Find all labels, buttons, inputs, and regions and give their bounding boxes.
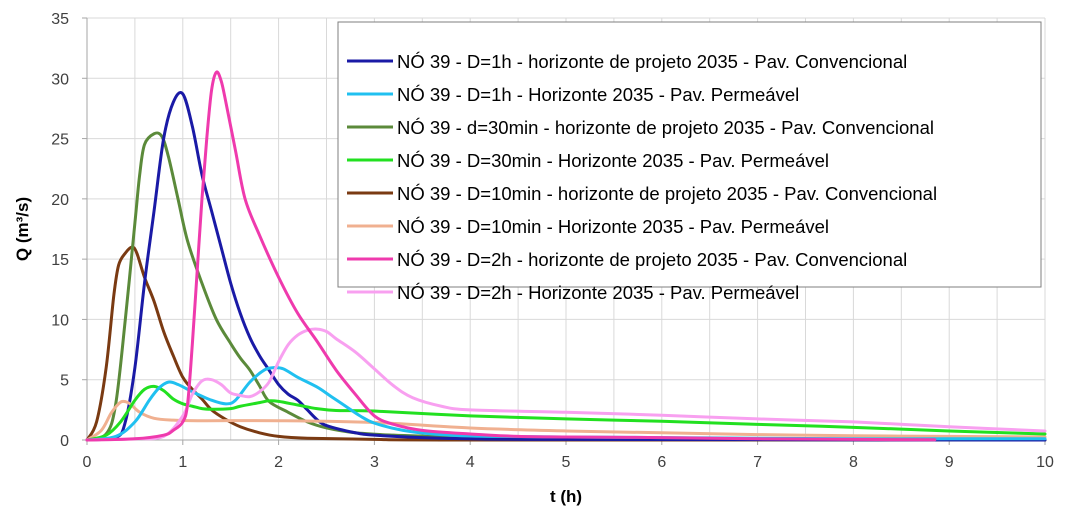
y-tick-label: 30 <box>51 71 69 88</box>
y-tick-label: 10 <box>51 312 69 329</box>
x-tick-label: 2 <box>274 454 283 471</box>
series-line-6 <box>85 399 1047 442</box>
y-tick-label: 20 <box>51 192 69 209</box>
y-tick-label: 35 <box>51 11 69 28</box>
x-tick-label: 8 <box>849 454 858 471</box>
x-tick-label: 10 <box>1036 454 1054 471</box>
legend-entry-label: NÓ 39 - D=2h - Horizonte 2035 - Pav. Per… <box>397 282 799 303</box>
x-tick-label: 4 <box>466 454 475 471</box>
x-tick-label: 6 <box>657 454 666 471</box>
legend-entry-label: NÓ 39 - D=1h - horizonte de projeto 2035… <box>397 51 907 72</box>
legend-entry-label: NÓ 39 - d=30min - horizonte de projeto 2… <box>397 117 934 138</box>
series-lines <box>85 70 1047 442</box>
x-tick-label: 3 <box>370 454 379 471</box>
series-line-7 <box>85 70 937 442</box>
y-tick-label: 0 <box>60 433 69 450</box>
x-tick-label: 5 <box>562 454 571 471</box>
legend-entry-label: NÓ 39 - D=30min - Horizonte 2035 - Pav. … <box>397 150 829 171</box>
legend-entry-label: NÓ 39 - D=2h - horizonte de projeto 2035… <box>397 249 907 270</box>
legend: NÓ 39 - D=1h - horizonte de projeto 2035… <box>337 21 1042 303</box>
series-line-1 <box>85 91 1047 442</box>
x-tick-label: 1 <box>178 454 187 471</box>
x-tick-label: 7 <box>753 454 762 471</box>
legend-entry-label: NÓ 39 - D=10min - Horizonte 2035 - Pav. … <box>397 216 829 237</box>
series-line-4 <box>85 384 1047 442</box>
x-tick-label: 9 <box>945 454 954 471</box>
y-tick-label: 25 <box>51 132 69 149</box>
x-tick-label: 0 <box>83 454 92 471</box>
legend-box <box>337 21 1042 288</box>
legend-entry-label: NÓ 39 - D=10min - horizonte de projeto 2… <box>397 183 937 204</box>
x-axis-title: t (h) <box>550 487 582 506</box>
y-tick-label: 5 <box>60 373 69 390</box>
legend-entry-label: NÓ 39 - D=1h - Horizonte 2035 - Pav. Per… <box>397 84 799 105</box>
y-tick-label: 15 <box>51 252 69 269</box>
y-axis-title: Q (m³/s) <box>13 197 32 261</box>
